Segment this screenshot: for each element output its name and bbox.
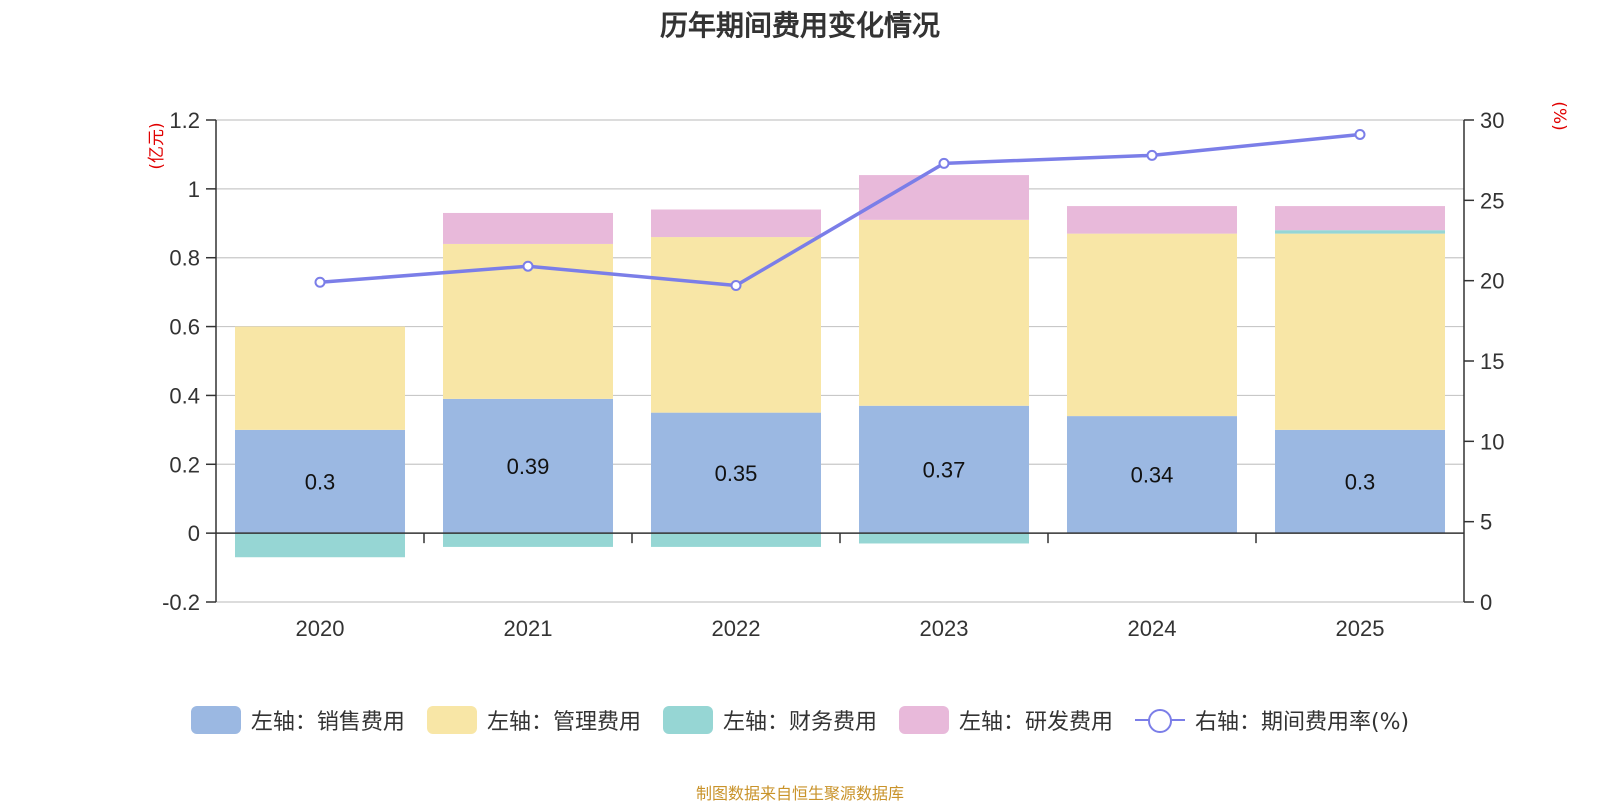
bar-2-2025 [1275, 230, 1445, 234]
category-label: 2020 [296, 616, 345, 641]
bar-0-2023 [859, 405, 1029, 534]
bar-0-2025 [1275, 429, 1445, 534]
left-axis-tick-label: 0.6 [169, 315, 200, 340]
category-label: 2022 [712, 616, 761, 641]
legend-label-finance: 左轴：财务费用 [722, 710, 877, 735]
right-axis-tick-label: 0 [1480, 590, 1492, 615]
right-axis-tick-label: 30 [1480, 108, 1504, 133]
legend-item-rate[interactable]: 右轴：期间费用率(%) [1134, 704, 1410, 736]
category-label: 2024 [1128, 616, 1177, 641]
left-axis-tick-label: 0.4 [169, 383, 200, 408]
legend-swatch-rnd [898, 706, 949, 734]
legend-item-finance[interactable]: 左轴：财务费用 [662, 704, 877, 736]
rate-point [938, 157, 950, 169]
rate-point [522, 260, 534, 272]
bar-1-2022 [651, 237, 821, 413]
legend-label-admin: 左轴：管理费用 [486, 710, 641, 735]
grid-lines [216, 119, 1464, 603]
right-axis-tick-label: 25 [1480, 188, 1504, 213]
right-axis-tick-label: 15 [1480, 349, 1504, 374]
bar-3-2022 [651, 209, 821, 238]
bar-2-2020 [235, 533, 405, 558]
bar-0-2021 [443, 398, 613, 534]
bar-3-2024 [1067, 206, 1237, 234]
data-label-sales: 0.35 [715, 461, 758, 486]
left-axis-tick-label: 0.2 [169, 452, 200, 477]
legend-label-rate: 右轴：期间费用率(%) [1194, 710, 1410, 735]
right-axis-tick-label: 20 [1480, 269, 1504, 294]
bar-2-2023 [859, 533, 1029, 544]
bar-0-2024 [1067, 416, 1237, 534]
right-axis-tick-label: 10 [1480, 429, 1504, 454]
legend-label-rnd: 左轴：研发费用 [958, 710, 1113, 735]
rate-line [314, 128, 1366, 291]
legend: 左轴：销售费用 左轴：管理费用 左轴：财务费用 左轴：研发费用 右轴：期间费用率… [0, 704, 1600, 736]
bar-3-2021 [443, 212, 613, 244]
left-axis-tick-label: 0 [188, 521, 200, 546]
data-label-sales: 0.3 [1345, 470, 1376, 495]
right-axis-unit-label: (%) [1549, 101, 1569, 130]
left-axis-tick-label: -0.2 [162, 590, 200, 615]
category-label: 2021 [504, 616, 553, 641]
legend-swatch-sales [190, 706, 241, 734]
bar-3-2025 [1275, 206, 1445, 231]
bar-1-2024 [1067, 233, 1237, 417]
rate-point [314, 276, 326, 288]
bar-2-2021 [443, 533, 613, 547]
rate-point [1354, 128, 1366, 140]
left-axis-tick-label: 1.2 [169, 108, 200, 133]
data-labels: 0.3 0.39 0.35 0.37 0.34 0.3 [305, 454, 1376, 494]
rate-point [730, 279, 742, 291]
legend-item-rnd[interactable]: 左轴：研发费用 [898, 704, 1113, 736]
bars [235, 175, 1445, 558]
bar-2-2022 [651, 533, 821, 547]
data-label-sales: 0.3 [305, 470, 336, 495]
legend-line-marker-icon [1134, 706, 1185, 734]
category-label: 2025 [1336, 616, 1385, 641]
bar-0-2022 [651, 412, 821, 534]
legend-item-admin[interactable]: 左轴：管理费用 [426, 704, 641, 736]
legend-label-sales: 左轴：销售费用 [250, 710, 405, 735]
legend-swatch-admin [426, 706, 477, 734]
legend-swatch-finance [662, 706, 713, 734]
rate-line-path [319, 132, 1361, 288]
source-note: 制图数据来自恒生聚源数据库 [695, 784, 904, 803]
category-label: 2023 [920, 616, 969, 641]
right-axis-tick-label: 5 [1480, 510, 1492, 535]
data-label-sales: 0.39 [507, 454, 550, 479]
left-axis-tick-label: 1 [188, 177, 200, 202]
rate-point [1146, 149, 1158, 161]
chart-plot: -0.200.20.40.60.811.2051015202530(亿元)(%)… [147, 101, 1569, 641]
bar-1-2020 [235, 326, 405, 430]
left-axis-unit-label: (亿元) [147, 122, 167, 169]
data-label-sales: 0.37 [923, 457, 966, 482]
legend-item-sales[interactable]: 左轴：销售费用 [190, 704, 405, 736]
left-axis-tick-label: 0.8 [169, 246, 200, 271]
bar-0-2020 [235, 429, 405, 534]
data-label-sales: 0.34 [1131, 463, 1174, 488]
bar-1-2025 [1275, 233, 1445, 430]
axes: -0.200.20.40.60.811.2051015202530(亿元)(%)… [147, 101, 1569, 641]
bar-1-2023 [859, 219, 1029, 406]
chart-title: 历年期间费用变化情况 [659, 9, 940, 42]
